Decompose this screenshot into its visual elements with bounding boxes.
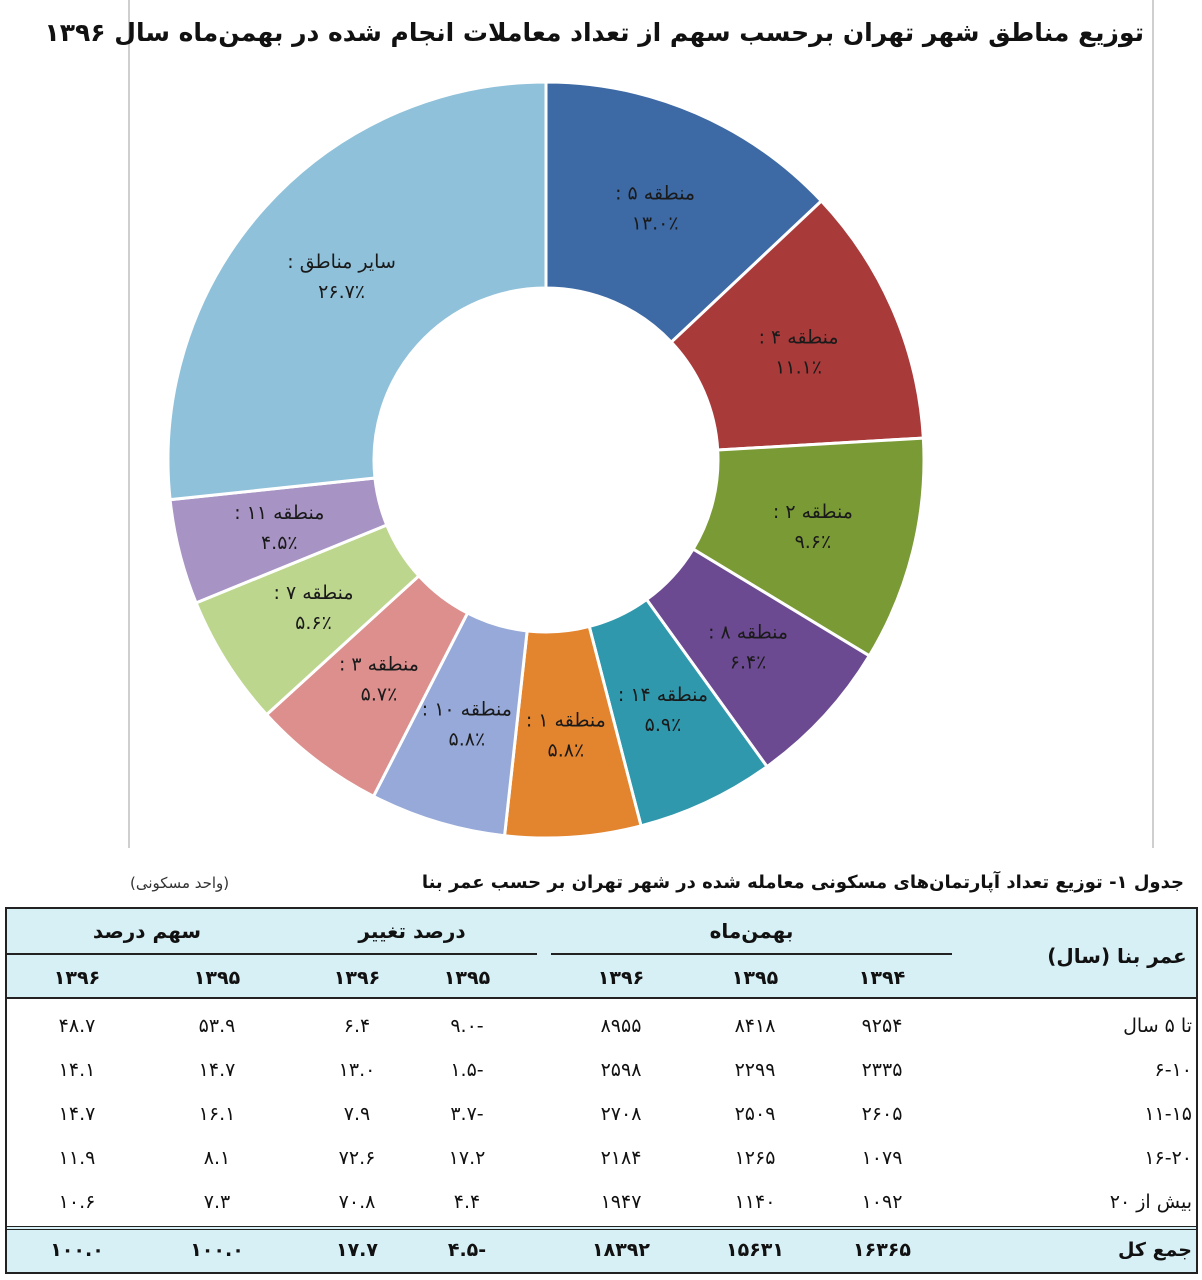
slice-0: [544, 80, 824, 345]
cell-3-2: ۲۱۸۴: [600, 1147, 642, 1169]
slice-label-4: منطقه ۱۴ :: [618, 684, 708, 706]
total-cell-0: ۱۶۳۶۵: [853, 1239, 911, 1261]
group-header-1: درصد تغییر: [358, 919, 466, 943]
cell-2-5: ۱۶.۱: [198, 1103, 236, 1125]
total-cell-2: ۱۸۳۹۲: [592, 1239, 650, 1261]
group-header-0: بهمن‌ماه: [709, 919, 794, 943]
group-rule-2: [7, 953, 287, 955]
slice-value-0: ۱۳.۰٪: [632, 213, 679, 235]
chart-title: توزیع مناطق شهر تهران برحسب سهم از تعداد…: [44, 18, 1145, 47]
cell-4-0: ۱۰۹۲: [861, 1191, 903, 1213]
cell-0-3: -۹.۰: [450, 1015, 484, 1037]
cell-4-5: ۷.۳: [203, 1191, 231, 1213]
slice-value-2: ۹.۶٪: [795, 531, 832, 553]
cell-1-3: -۱.۵: [450, 1059, 484, 1081]
year-header-6: ۱۳۹۶: [53, 967, 101, 989]
table-total-row: [7, 1226, 1196, 1272]
cell-4-4: ۷۰.۸: [338, 1191, 376, 1213]
slice-label-2: منطقه ۲ :: [773, 501, 853, 523]
cell-4-2: ۱۹۴۷: [600, 1191, 642, 1213]
total-cell-5: ۱۰۰.۰: [190, 1239, 244, 1261]
row-label-1: ۶-۱۰: [1154, 1059, 1192, 1081]
cell-4-1: ۱۱۴۰: [734, 1191, 776, 1213]
cell-1-0: ۲۳۳۵: [861, 1059, 903, 1081]
slice-value-6: ۵.۸٪: [449, 728, 486, 750]
cell-2-3: -۳.۷: [450, 1103, 484, 1125]
data-table: عمر بنا (سال) بهمن‌ماه درصد تغییر سهم درصد ۱…: [5, 907, 1198, 1274]
slice-value-9: ۴.۵٪: [261, 532, 298, 554]
cell-2-1: ۲۵۰۹: [734, 1103, 776, 1125]
cell-1-4: ۱۳.۰: [338, 1059, 376, 1081]
cell-1-6: ۱۴.۱: [58, 1059, 96, 1081]
slice-label-5: منطقه ۱ :: [526, 709, 606, 731]
row-label-4: بیش از ۲۰: [1109, 1191, 1192, 1213]
slice-10: [166, 80, 548, 502]
slice-label-6: منطقه ۱۰ :: [422, 698, 512, 720]
cell-0-5: ۵۳.۹: [198, 1015, 236, 1037]
chart-panel: توزیع مناطق شهر تهران برحسب سهم از تعداد…: [44, 0, 1154, 848]
slice-value-10: ۲۶.۷٪: [318, 281, 365, 303]
slice-label-7: منطقه ۳ :: [339, 653, 419, 675]
slice-value-4: ۵.۹٪: [645, 714, 682, 736]
total-cell-1: ۱۵۶۳۱: [726, 1239, 784, 1261]
slice-label-10: سایر مناطق :: [287, 251, 396, 273]
slice-label-0: منطقه ۵ :: [615, 183, 695, 205]
cell-1-2: ۲۵۹۸: [600, 1059, 642, 1081]
cell-2-2: ۲۷۰۸: [600, 1103, 642, 1125]
table-caption: جدول ۱- توزیع تعداد آپارتمان‌های مسکونی …: [421, 872, 1184, 893]
cell-2-0: ۲۶۰۵: [861, 1103, 903, 1125]
cell-3-5: ۸.۱: [203, 1147, 231, 1169]
cell-0-6: ۴۸.۷: [58, 1015, 96, 1037]
slice-label-3: منطقه ۸ :: [708, 622, 788, 644]
cell-0-1: ۸۴۱۸: [734, 1015, 776, 1037]
slice-label-9: منطقه ۱۱ :: [234, 502, 324, 524]
cell-2-6: ۱۴.۷: [58, 1103, 96, 1125]
cell-1-1: ۲۲۹۹: [734, 1059, 776, 1081]
cell-3-3: ۱۷.۲: [448, 1147, 486, 1169]
total-cell-6: ۱۰۰.۰: [50, 1239, 104, 1261]
slice-label-1: منطقه ۴ :: [759, 326, 839, 348]
total-cell-3: -۴.۵: [447, 1239, 487, 1261]
year-header-5: ۱۳۹۵: [193, 967, 241, 989]
cell-4-3: ۴.۴: [453, 1191, 481, 1213]
slice-value-1: ۱۱.۱٪: [775, 356, 822, 378]
cell-3-6: ۱۱.۹: [58, 1147, 96, 1169]
year-header-1: ۱۳۹۵: [731, 967, 779, 989]
cell-3-1: ۱۲۶۵: [734, 1147, 776, 1169]
group-rule-1: [287, 953, 537, 955]
row-label-0: تا ۵ سال: [1123, 1015, 1192, 1037]
slice-value-7: ۵.۷٪: [361, 683, 398, 705]
group-header-2: سهم درصد: [92, 919, 202, 943]
slice-label-8: منطقه ۷ :: [273, 582, 353, 604]
slice-value-5: ۵.۸٪: [548, 739, 585, 761]
row-label-3: ۱۶-۲۰: [1144, 1147, 1192, 1169]
year-header-2: ۱۳۹۶: [597, 967, 645, 989]
total-cell-4: ۱۷.۷: [335, 1239, 378, 1261]
table-unit: (واحد مسکونی): [130, 874, 230, 892]
year-header-3: ۱۳۹۵: [443, 967, 491, 989]
donut-chart: منطقه ۵ : ۱۳.۰٪ منطقه ۴ : ۱۱.۱٪ منطقه ۲ : ۹.۶…: [166, 80, 926, 840]
slice-1: [669, 198, 925, 452]
slice-value-8: ۵.۶٪: [295, 612, 332, 634]
row-header-title: عمر بنا (سال): [1047, 944, 1187, 968]
cell-0-2: ۸۹۵۵: [600, 1015, 642, 1037]
slice-value-3: ۶.۴٪: [730, 652, 767, 674]
total-label: جمع کل: [1117, 1239, 1192, 1261]
year-header-0: ۱۳۹۴: [858, 967, 906, 989]
slice-2: [691, 436, 926, 658]
year-header-4: ۱۳۹۶: [333, 967, 381, 989]
cell-2-4: ۷.۹: [343, 1103, 371, 1125]
cell-0-0: ۹۲۵۴: [861, 1015, 903, 1037]
cell-1-5: ۱۴.۷: [198, 1059, 236, 1081]
cell-0-4: ۶.۴: [343, 1015, 371, 1037]
cell-3-4: ۷۲.۶: [338, 1147, 376, 1169]
cell-3-0: ۱۰۷۹: [861, 1147, 903, 1169]
group-rule-0: [551, 953, 952, 955]
row-label-2: ۱۱-۱۵: [1144, 1103, 1192, 1125]
cell-4-6: ۱۰.۶: [58, 1191, 96, 1213]
